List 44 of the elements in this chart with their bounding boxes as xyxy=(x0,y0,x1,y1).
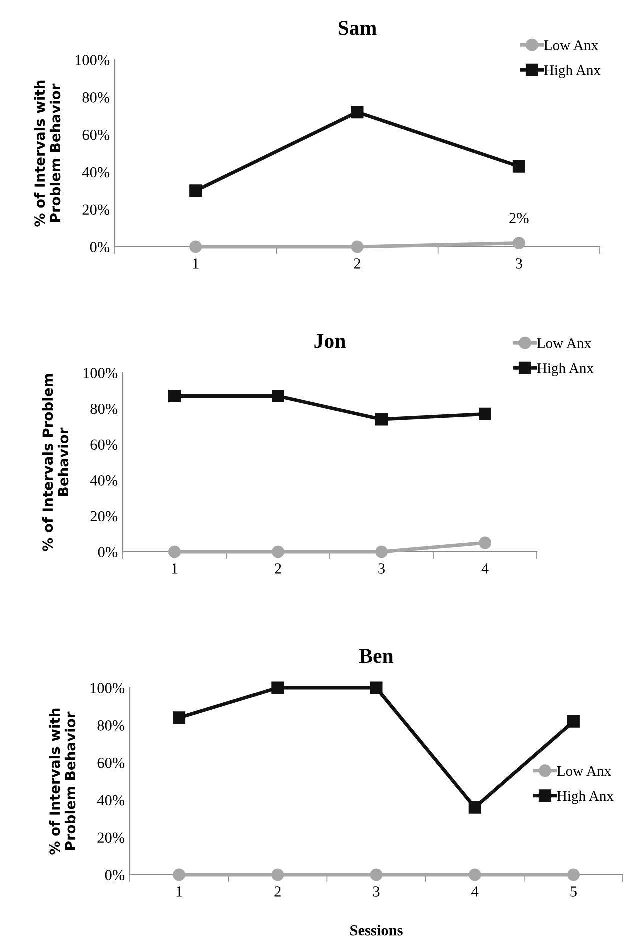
legend-label: High Anx xyxy=(544,65,601,78)
y-tick-label: 60% xyxy=(90,440,118,450)
y-tick-label: 20% xyxy=(98,832,125,844)
chart-title: Ben xyxy=(359,649,394,664)
chart-title: Jon xyxy=(314,334,346,348)
x-tick-label: 1 xyxy=(172,564,178,574)
x-tick-label: 2 xyxy=(354,258,360,269)
y-axis-title: % of Intervals with Problem Behavior xyxy=(49,708,76,855)
y-axis-title: % of Intervals with Problem Behavior xyxy=(34,80,61,227)
x-tick-label: 1 xyxy=(176,886,182,897)
x-tick-label: 3 xyxy=(378,564,385,574)
x-tick-label: 3 xyxy=(516,258,522,269)
x-tick-label: 2 xyxy=(274,886,281,897)
legend-label: Low Anx xyxy=(544,40,598,50)
y-tick-label: 60% xyxy=(82,130,110,140)
x-tick-label: 4 xyxy=(482,564,489,574)
y-tick-label: 60% xyxy=(98,758,125,768)
legend-label: High Anx xyxy=(557,790,614,804)
y-tick-label: 0% xyxy=(105,870,125,880)
y-tick-label: 0% xyxy=(98,547,118,558)
y-tick-label: 80% xyxy=(98,720,125,731)
y-tick-label: 20% xyxy=(82,204,110,216)
x-tick-label: 2 xyxy=(275,564,282,574)
y-tick-label: 100% xyxy=(84,368,118,378)
y-tick-label: 40% xyxy=(97,795,125,806)
legend-label: Low Anx xyxy=(537,338,592,348)
annotation: 2% xyxy=(510,213,529,224)
y-axis-title: % of Intervals Problem Behavior xyxy=(42,374,69,552)
x-axis-title: Sessions xyxy=(350,924,403,936)
legend-label: Low Anx xyxy=(557,766,612,776)
x-tick-label: 1 xyxy=(193,258,199,269)
y-tick-label: 100% xyxy=(76,55,110,66)
y-tick-label: 20% xyxy=(90,511,118,522)
y-tick-label: 0% xyxy=(90,242,110,252)
chart-title: Sam xyxy=(338,21,377,36)
legend-label: High Anx xyxy=(537,363,594,376)
x-tick-label: 3 xyxy=(373,886,380,897)
y-tick-label: 80% xyxy=(90,404,118,414)
x-tick-label: 5 xyxy=(570,886,577,897)
x-tick-label: 4 xyxy=(472,886,479,897)
y-tick-label: 40% xyxy=(82,167,110,178)
y-tick-label: 100% xyxy=(90,683,125,694)
y-tick-label: 40% xyxy=(90,476,118,486)
y-tick-label: 80% xyxy=(82,92,110,103)
